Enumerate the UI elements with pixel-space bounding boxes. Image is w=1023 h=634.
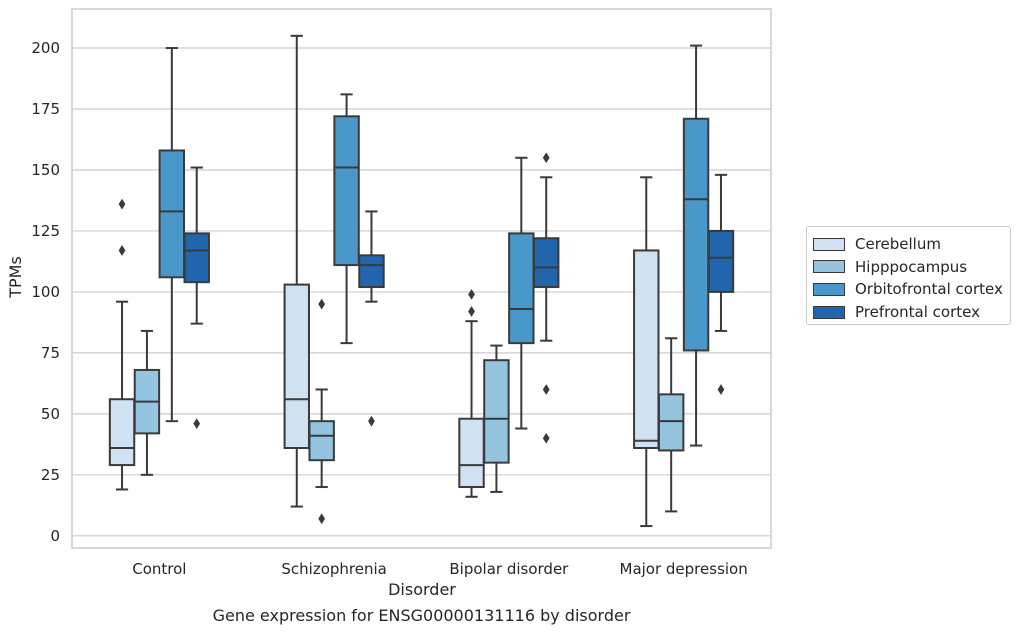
box-orbitofrontal-cortex	[158, 47, 186, 423]
iqr-box	[333, 115, 360, 267]
box-hipppocampus	[133, 329, 161, 476]
y-tick-label: 50	[41, 405, 60, 423]
y-tick-label: 100	[31, 283, 60, 301]
iqr-box	[483, 359, 510, 464]
outlier-point	[318, 298, 326, 310]
iqr-box	[707, 229, 735, 293]
outlier-point	[717, 384, 725, 395]
chart-caption: Gene expression for ENSG00000131116 by d…	[212, 606, 631, 625]
outlier-point	[468, 288, 475, 300]
outlier-point	[368, 415, 375, 427]
box-prefrontal-cortex	[183, 166, 210, 430]
box-hipppocampus	[308, 298, 335, 525]
legend: Cerebellum Hipppocampus Orbitofrontal cort…	[806, 226, 1011, 325]
iqr-box	[657, 393, 685, 452]
box-prefrontal-cortex	[707, 173, 735, 395]
box-prefrontal-cortex	[533, 152, 560, 444]
box-plots	[108, 34, 735, 528]
outlier-point	[542, 384, 550, 395]
iqr-box	[682, 117, 710, 352]
legend-label: Prefrontal cortex	[855, 303, 980, 322]
x-tick-labels: Control Schizophrenia Bipolar disorder Majo…	[132, 560, 747, 578]
iqr-box	[183, 232, 210, 284]
gridlines	[72, 47, 771, 537]
y-tick-label: 175	[31, 100, 60, 118]
legend-item: Hipppocampus	[813, 256, 1010, 279]
box-hipppocampus	[483, 344, 510, 493]
box-hipppocampus	[657, 337, 685, 513]
box-prefrontal-cortex	[358, 210, 385, 427]
outlier-point	[193, 418, 201, 430]
legend-swatch	[813, 305, 845, 319]
box-cerebellum	[283, 34, 310, 508]
x-tick-label: Bipolar disorder	[449, 560, 569, 578]
box-orbitofrontal-cortex	[508, 156, 535, 430]
y-tick-labels: 0 25 50 75 100 125 150 175 200	[31, 39, 60, 545]
x-tick-label: Major depression	[620, 560, 748, 578]
box-cerebellum	[458, 288, 485, 498]
legend-item: Cerebellum	[813, 233, 1010, 256]
legend-swatch	[813, 260, 845, 274]
outlier-point	[542, 432, 550, 444]
y-axis-label: TPMs	[6, 256, 25, 299]
iqr-box	[633, 249, 660, 450]
outlier-point	[118, 245, 126, 256]
y-tick-label: 200	[31, 39, 60, 57]
x-axis-label: Disorder	[388, 580, 456, 599]
y-tick-label: 125	[31, 222, 60, 240]
y-tick-label: 0	[50, 527, 60, 545]
box-cerebellum	[633, 176, 660, 528]
iqr-box	[308, 420, 335, 462]
iqr-box	[158, 149, 186, 279]
legend-label: Hipppocampus	[855, 257, 968, 276]
outlier-point	[118, 198, 126, 210]
legend-item: Prefrontal cortex	[813, 301, 1010, 324]
legend-label: Cerebellum	[855, 235, 941, 254]
y-tick-label: 25	[41, 466, 60, 484]
outlier-point	[468, 306, 475, 317]
box-orbitofrontal-cortex	[682, 44, 710, 447]
x-tick-label: Control	[132, 560, 186, 578]
legend-swatch	[813, 237, 845, 251]
box-cerebellum	[108, 198, 136, 491]
iqr-box	[108, 398, 136, 467]
outlier-point	[318, 513, 326, 525]
y-tick-label: 75	[41, 344, 60, 362]
iqr-box	[458, 417, 485, 489]
outlier-point	[542, 152, 550, 164]
iqr-box	[533, 237, 560, 289]
box-orbitofrontal-cortex	[333, 93, 360, 345]
legend-label: Orbitofrontal cortex	[855, 280, 1003, 299]
iqr-box	[508, 232, 535, 345]
plot-frame	[71, 8, 772, 549]
iqr-box	[358, 254, 385, 289]
iqr-box	[283, 283, 310, 450]
x-tick-label: Schizophrenia	[281, 560, 386, 578]
legend-swatch	[813, 282, 845, 296]
y-tick-label: 150	[31, 161, 60, 179]
legend-item: Orbitofrontal cortex	[813, 278, 1010, 301]
